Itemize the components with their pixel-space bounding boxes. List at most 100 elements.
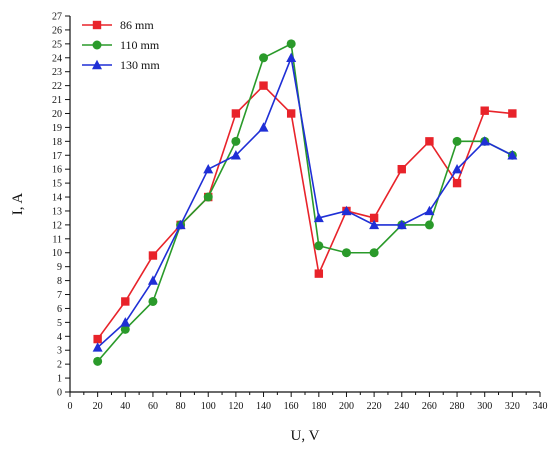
legend-swatch-marker [92, 59, 102, 70]
y-tick-label: 18 [52, 137, 62, 148]
series-86-mm [93, 81, 517, 344]
data-point-110-mm [148, 296, 158, 306]
data-point-86-mm [286, 109, 296, 118]
x-tick-label: 100 [201, 401, 216, 412]
y-tick-label: 8 [57, 276, 62, 287]
data-point-130-mm [120, 317, 131, 327]
y-tick-label: 20 [52, 109, 62, 120]
data-point-110-mm [286, 39, 296, 49]
y-tick-label: 15 [52, 179, 62, 190]
series-line-110-mm [97, 43, 513, 362]
axes: 0 20 40 60 80 100 120 140 160 180 200 220 240 260 280 3… [52, 12, 548, 413]
y-tick-label: 14 [52, 193, 62, 204]
y-tick-label: 24 [52, 53, 62, 64]
data-point-110-mm [231, 136, 241, 146]
x-tick-label: 300 [477, 401, 492, 412]
series-line-130-mm [97, 56, 513, 349]
data-point-130-mm [258, 122, 269, 132]
legend-item-86-mm: 86 mm [82, 18, 154, 32]
y-tick-label: 27 [52, 12, 62, 23]
y-tick-label: 1 [57, 374, 62, 385]
x-tick-label: 320 [505, 401, 520, 412]
data-point-130-mm [230, 150, 241, 160]
legend-label: 130 mm [120, 58, 160, 72]
x-tick-label: 80 [176, 401, 186, 412]
data-point-130-mm [175, 219, 186, 230]
data-point-86-mm [259, 81, 268, 90]
plot-series [92, 39, 518, 366]
y-tick-label: 19 [52, 123, 62, 134]
legend-item-130-mm: 130 mm [82, 58, 160, 72]
y-tick-label: 3 [57, 346, 62, 357]
y-tick-label: 17 [52, 151, 62, 162]
data-point-110-mm [452, 136, 462, 146]
y-tick-label: 9 [57, 262, 62, 273]
x-tick-label: 220 [367, 401, 382, 412]
x-tick-label: 120 [228, 401, 243, 412]
data-point-110-mm [369, 248, 379, 258]
y-tick-label: 10 [52, 248, 62, 259]
y-tick-label: 12 [52, 220, 62, 231]
data-point-130-mm [313, 212, 324, 223]
data-point-130-mm [286, 52, 297, 62]
y-tick-label: 6 [57, 304, 62, 315]
y-tick-label: 22 [52, 81, 62, 92]
y-tick-label: 5 [57, 318, 62, 329]
data-point-110-mm [203, 192, 213, 202]
legend-item-110-mm: 110 mm [82, 38, 160, 52]
data-point-86-mm [121, 297, 130, 306]
data-point-86-mm [452, 178, 462, 188]
data-point-86-mm [314, 269, 324, 278]
legend-swatch-marker [92, 40, 102, 50]
data-point-86-mm [231, 109, 241, 118]
x-axis-title: U, V [291, 428, 320, 444]
data-point-86-mm [93, 334, 102, 344]
y-axis-title: I, A [10, 193, 26, 216]
x-tick-label: 0 [68, 401, 73, 412]
y-tick-label: 26 [52, 25, 62, 36]
x-tick-label: 20 [93, 401, 103, 412]
x-tick-label: 140 [256, 401, 271, 412]
data-point-86-mm [148, 251, 158, 260]
x-tick-label: 200 [339, 401, 354, 412]
y-tick-label: 7 [57, 290, 62, 301]
y-tick-label: 23 [52, 67, 62, 78]
y-tick-label: 0 [57, 388, 62, 399]
data-point-130-mm [369, 219, 380, 230]
series-110-mm [93, 39, 517, 366]
y-tick-label: 11 [52, 234, 62, 245]
data-point-86-mm [397, 164, 406, 174]
data-point-86-mm [480, 106, 489, 115]
x-tick-label: 40 [120, 401, 130, 412]
legend: 86 mm 110 mm 130 mm [82, 18, 160, 72]
x-tick-label: 340 [533, 401, 548, 412]
series-line-86-mm [97, 84, 513, 340]
data-point-86-mm [508, 109, 517, 118]
x-tick-label: 160 [284, 401, 299, 412]
x-tick-label: 60 [148, 401, 158, 412]
data-point-110-mm [259, 53, 269, 63]
legend-swatch-marker [92, 20, 102, 30]
data-point-130-mm [479, 136, 490, 146]
x-tick-label: 280 [450, 401, 465, 412]
x-tick-label: 240 [394, 401, 409, 412]
data-point-86-mm [425, 137, 434, 146]
data-point-110-mm [93, 356, 103, 366]
y-tick-label: 21 [52, 95, 62, 106]
y-tick-label: 13 [52, 206, 62, 217]
x-tick-label: 180 [311, 401, 326, 412]
y-tick-label: 2 [57, 360, 62, 371]
data-point-130-mm [341, 205, 352, 216]
legend-label: 86 mm [120, 18, 154, 32]
data-point-130-mm [147, 275, 158, 285]
legend-label: 110 mm [120, 38, 160, 52]
data-point-130-mm [507, 150, 518, 160]
data-point-86-mm [369, 213, 379, 223]
x-tick-label: 260 [422, 401, 437, 412]
data-point-130-mm [396, 219, 407, 230]
data-point-110-mm [120, 324, 130, 334]
data-point-130-mm [452, 163, 463, 174]
series-130-mm [92, 52, 518, 352]
